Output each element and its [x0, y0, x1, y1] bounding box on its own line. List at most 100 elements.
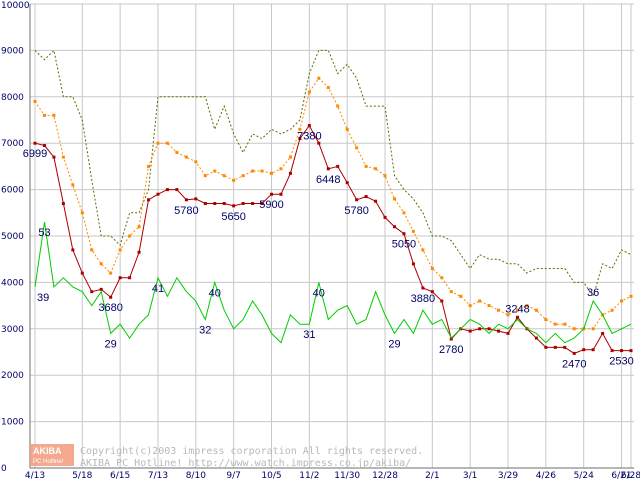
series-low-point [610, 349, 614, 353]
series-average-point [534, 308, 538, 312]
x-tick-label: 6/28 [621, 471, 640, 480]
series-average-point [402, 211, 406, 215]
y-tick-label: 8000 [1, 93, 24, 103]
series-low-point [118, 276, 122, 280]
y-tick-label: 2000 [1, 371, 24, 381]
series-average-point [326, 86, 330, 90]
series-average-point [203, 174, 207, 178]
series-low-point [222, 202, 226, 206]
series-average-point [563, 322, 567, 326]
data-label: 5900 [259, 199, 283, 211]
series-low-point [71, 248, 75, 252]
series-average-point [364, 164, 368, 168]
series-average-point [449, 290, 453, 294]
akiba-logo-subtext: PC Hotline! [33, 459, 64, 465]
series-average-point [383, 174, 387, 178]
akiba-logo-text: AKIBA [33, 446, 62, 456]
series-low-point [506, 331, 510, 335]
y-tick-label: 0 [1, 464, 7, 474]
x-tick-label: 12/28 [372, 471, 398, 480]
series-average-point [260, 169, 264, 173]
series-low-point [90, 290, 94, 294]
series-average-point [71, 183, 75, 187]
series-average-point [279, 167, 283, 171]
series-average-point [147, 164, 151, 168]
series-low-point [487, 327, 491, 331]
series-low-point [497, 329, 501, 333]
series-average-point [544, 318, 548, 322]
data-label: 40 [313, 287, 325, 299]
series-average-point [165, 141, 169, 145]
series-average-point [80, 211, 84, 215]
series-low-point [109, 295, 113, 299]
series-low-point [165, 188, 169, 192]
series-low-point [279, 192, 283, 196]
series-low-point [355, 198, 359, 202]
series-low-point [232, 204, 236, 208]
series-low-point [42, 144, 46, 148]
x-tick-label: 10/5 [261, 471, 281, 480]
series-low-point [402, 232, 406, 236]
series-low-point [364, 195, 368, 199]
series-low-point [307, 124, 311, 128]
series-average-point [336, 104, 340, 108]
x-tick-label: 4/26 [536, 471, 556, 480]
data-label: 3880 [411, 293, 435, 305]
series-average-point [355, 146, 359, 150]
series-low-point [430, 290, 434, 294]
series-average-point [222, 174, 226, 178]
series-low-point [270, 192, 274, 196]
series-average-point [392, 197, 396, 201]
data-label: 2530 [609, 356, 633, 368]
series-average-point [232, 178, 236, 182]
series-average-point [411, 229, 415, 233]
x-tick-label: 11/2 [299, 471, 319, 480]
data-label: 7380 [297, 131, 321, 143]
series-low-point [544, 345, 548, 349]
data-label: 41 [152, 283, 164, 295]
series-low-point [582, 348, 586, 352]
series-average-point [572, 327, 576, 331]
x-tick-label: 11/30 [334, 471, 360, 480]
data-label: 6999 [23, 148, 47, 160]
series-average-point [629, 294, 633, 298]
series-low-point [260, 202, 264, 206]
series-low-point [563, 345, 567, 349]
series-low-point [478, 327, 482, 331]
y-tick-label: 4000 [1, 278, 24, 288]
series-average-point [478, 299, 482, 303]
series-average-point [109, 271, 113, 275]
series-average-point [374, 167, 378, 171]
series-low-point [194, 197, 198, 201]
series-average-point [270, 171, 274, 175]
series-average-point [525, 304, 529, 308]
y-tick-labels: 0 1000 2000 3000 4000 5000 6000 7000 8000 9000 100… [1, 1, 30, 474]
data-label: 39 [37, 292, 49, 304]
series-average-point [90, 248, 94, 252]
series-average-point [213, 169, 217, 173]
data-label: 29 [105, 338, 117, 350]
data-label: 6448 [316, 174, 340, 186]
series-low-point [33, 141, 37, 145]
series-low-point [440, 299, 444, 303]
y-tick-label: 5000 [1, 232, 24, 242]
series-lines [33, 49, 633, 355]
series-average-point [288, 155, 292, 159]
series-average-point [33, 99, 37, 103]
y-tick-label: 6000 [1, 186, 24, 196]
series-low-point [449, 337, 453, 341]
data-label: 2780 [439, 344, 463, 356]
x-tick-label: 7/13 [148, 471, 168, 480]
series-low-point [620, 349, 624, 353]
data-label: 5780 [344, 205, 368, 217]
series-low-point [629, 349, 633, 353]
y-tick-label: 9000 [1, 46, 24, 56]
akiba-logo [30, 444, 74, 466]
series-low-point [591, 348, 595, 352]
series-average-point [241, 174, 245, 178]
series-average-point [421, 248, 425, 252]
data-label: 53 [38, 227, 50, 239]
data-label: 36 [587, 287, 599, 299]
series-low-point [317, 141, 321, 145]
series-low-point [241, 202, 245, 206]
